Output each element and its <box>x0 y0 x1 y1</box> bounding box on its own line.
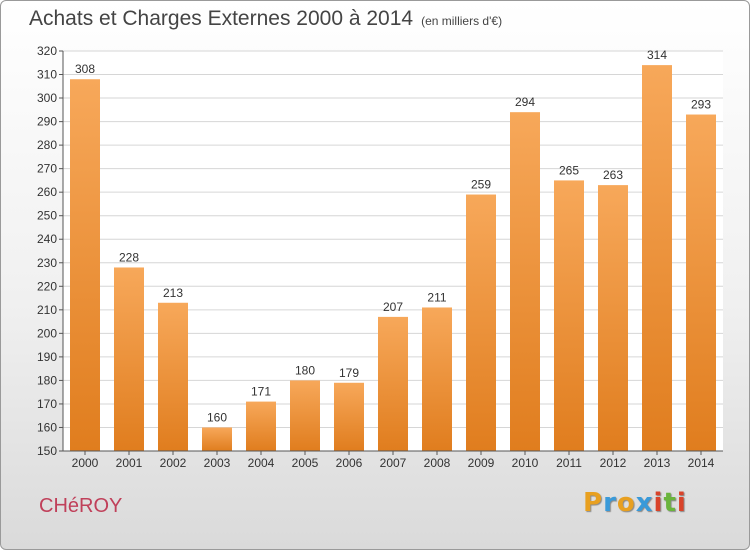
y-tick-label: 220 <box>37 279 57 293</box>
chart-title-text: Achats et Charges Externes 2000 à 2014 <box>29 7 414 30</box>
logo-letter: P <box>583 488 604 518</box>
data-label: 259 <box>471 178 491 192</box>
y-tick-label: 320 <box>37 44 57 58</box>
y-tick-label: 180 <box>37 373 57 387</box>
logo-letter: i <box>676 488 687 518</box>
y-tick-label: 170 <box>37 397 57 411</box>
axes: 150 160 170 180 190 200 210 220 230 240 250 260 270 2… <box>37 44 723 470</box>
y-tick-label: 190 <box>37 350 57 364</box>
data-label: 265 <box>559 163 579 177</box>
bar <box>202 427 232 451</box>
bar <box>70 79 100 451</box>
data-label: 293 <box>691 98 711 112</box>
data-label: 294 <box>515 95 535 109</box>
logo-letter: i <box>653 488 664 518</box>
data-labels: 308 228 213 160 171 180 179 207 211 259 294 265 263 3… <box>75 48 711 424</box>
x-tick-label: 2007 <box>380 456 407 470</box>
bar <box>378 316 408 451</box>
x-tick-label: 2000 <box>72 456 99 470</box>
x-tick-label: 2004 <box>248 456 275 470</box>
data-label: 228 <box>119 250 139 264</box>
data-label: 160 <box>207 410 227 424</box>
chart-title: Achats et Charges Externes 2000 à 2014 (e… <box>29 7 502 31</box>
y-tick-label: 250 <box>37 209 57 223</box>
data-label: 314 <box>647 48 667 62</box>
y-tick-label: 230 <box>37 256 57 270</box>
x-tick-label: 2014 <box>688 456 715 470</box>
x-tick-label: 2013 <box>644 456 671 470</box>
y-tick-label: 290 <box>37 115 57 129</box>
data-label: 179 <box>339 366 359 380</box>
x-tick-label: 2003 <box>204 456 231 470</box>
bar <box>422 307 452 451</box>
y-tick-label: 310 <box>37 68 57 82</box>
x-tick-label: 2011 <box>556 456 582 470</box>
proxiti-logo: Proxiti <box>583 488 687 518</box>
x-tick-label: 2008 <box>424 456 451 470</box>
y-tick-label: 150 <box>37 444 57 458</box>
y-tick-label: 240 <box>37 232 57 246</box>
data-label: 207 <box>383 300 403 314</box>
y-tick-label: 160 <box>37 420 57 434</box>
bar <box>642 65 672 451</box>
x-tick-label: 2002 <box>160 456 187 470</box>
bar <box>334 382 364 451</box>
x-tick-label: 2001 <box>116 456 143 470</box>
bars <box>70 65 716 452</box>
bar <box>510 112 540 452</box>
data-label: 263 <box>603 168 623 182</box>
bar <box>114 267 144 451</box>
chart-subtitle: (en milliers d'€) <box>421 14 503 28</box>
logo-letter: x <box>635 488 654 518</box>
city-name: CHéROY <box>39 495 123 517</box>
x-tick-label: 2010 <box>512 456 539 470</box>
x-tick-label: 2009 <box>468 456 495 470</box>
bar <box>290 380 320 451</box>
y-tick-label: 200 <box>37 326 57 340</box>
bar <box>158 302 188 451</box>
x-tick-label: 2012 <box>600 456 627 470</box>
y-tick-label: 300 <box>37 91 57 105</box>
data-label: 213 <box>163 286 183 300</box>
data-label: 171 <box>251 385 271 399</box>
bar <box>554 180 584 452</box>
data-label: 308 <box>75 62 95 76</box>
y-tick-label: 280 <box>37 138 57 152</box>
data-label: 211 <box>427 290 446 304</box>
y-tick-label: 210 <box>37 303 57 317</box>
bar <box>598 185 628 451</box>
bar <box>466 194 496 451</box>
x-tick-label: 2006 <box>336 456 363 470</box>
y-tick-label: 260 <box>37 185 57 199</box>
logo-letter: r <box>603 488 617 518</box>
y-tick-label: 270 <box>37 162 57 176</box>
logo-letter: t <box>663 488 677 518</box>
logo-letter: o <box>616 488 636 518</box>
data-label: 180 <box>295 363 315 377</box>
x-tick-label: 2005 <box>292 456 319 470</box>
bar <box>686 114 716 451</box>
bar <box>246 401 276 451</box>
